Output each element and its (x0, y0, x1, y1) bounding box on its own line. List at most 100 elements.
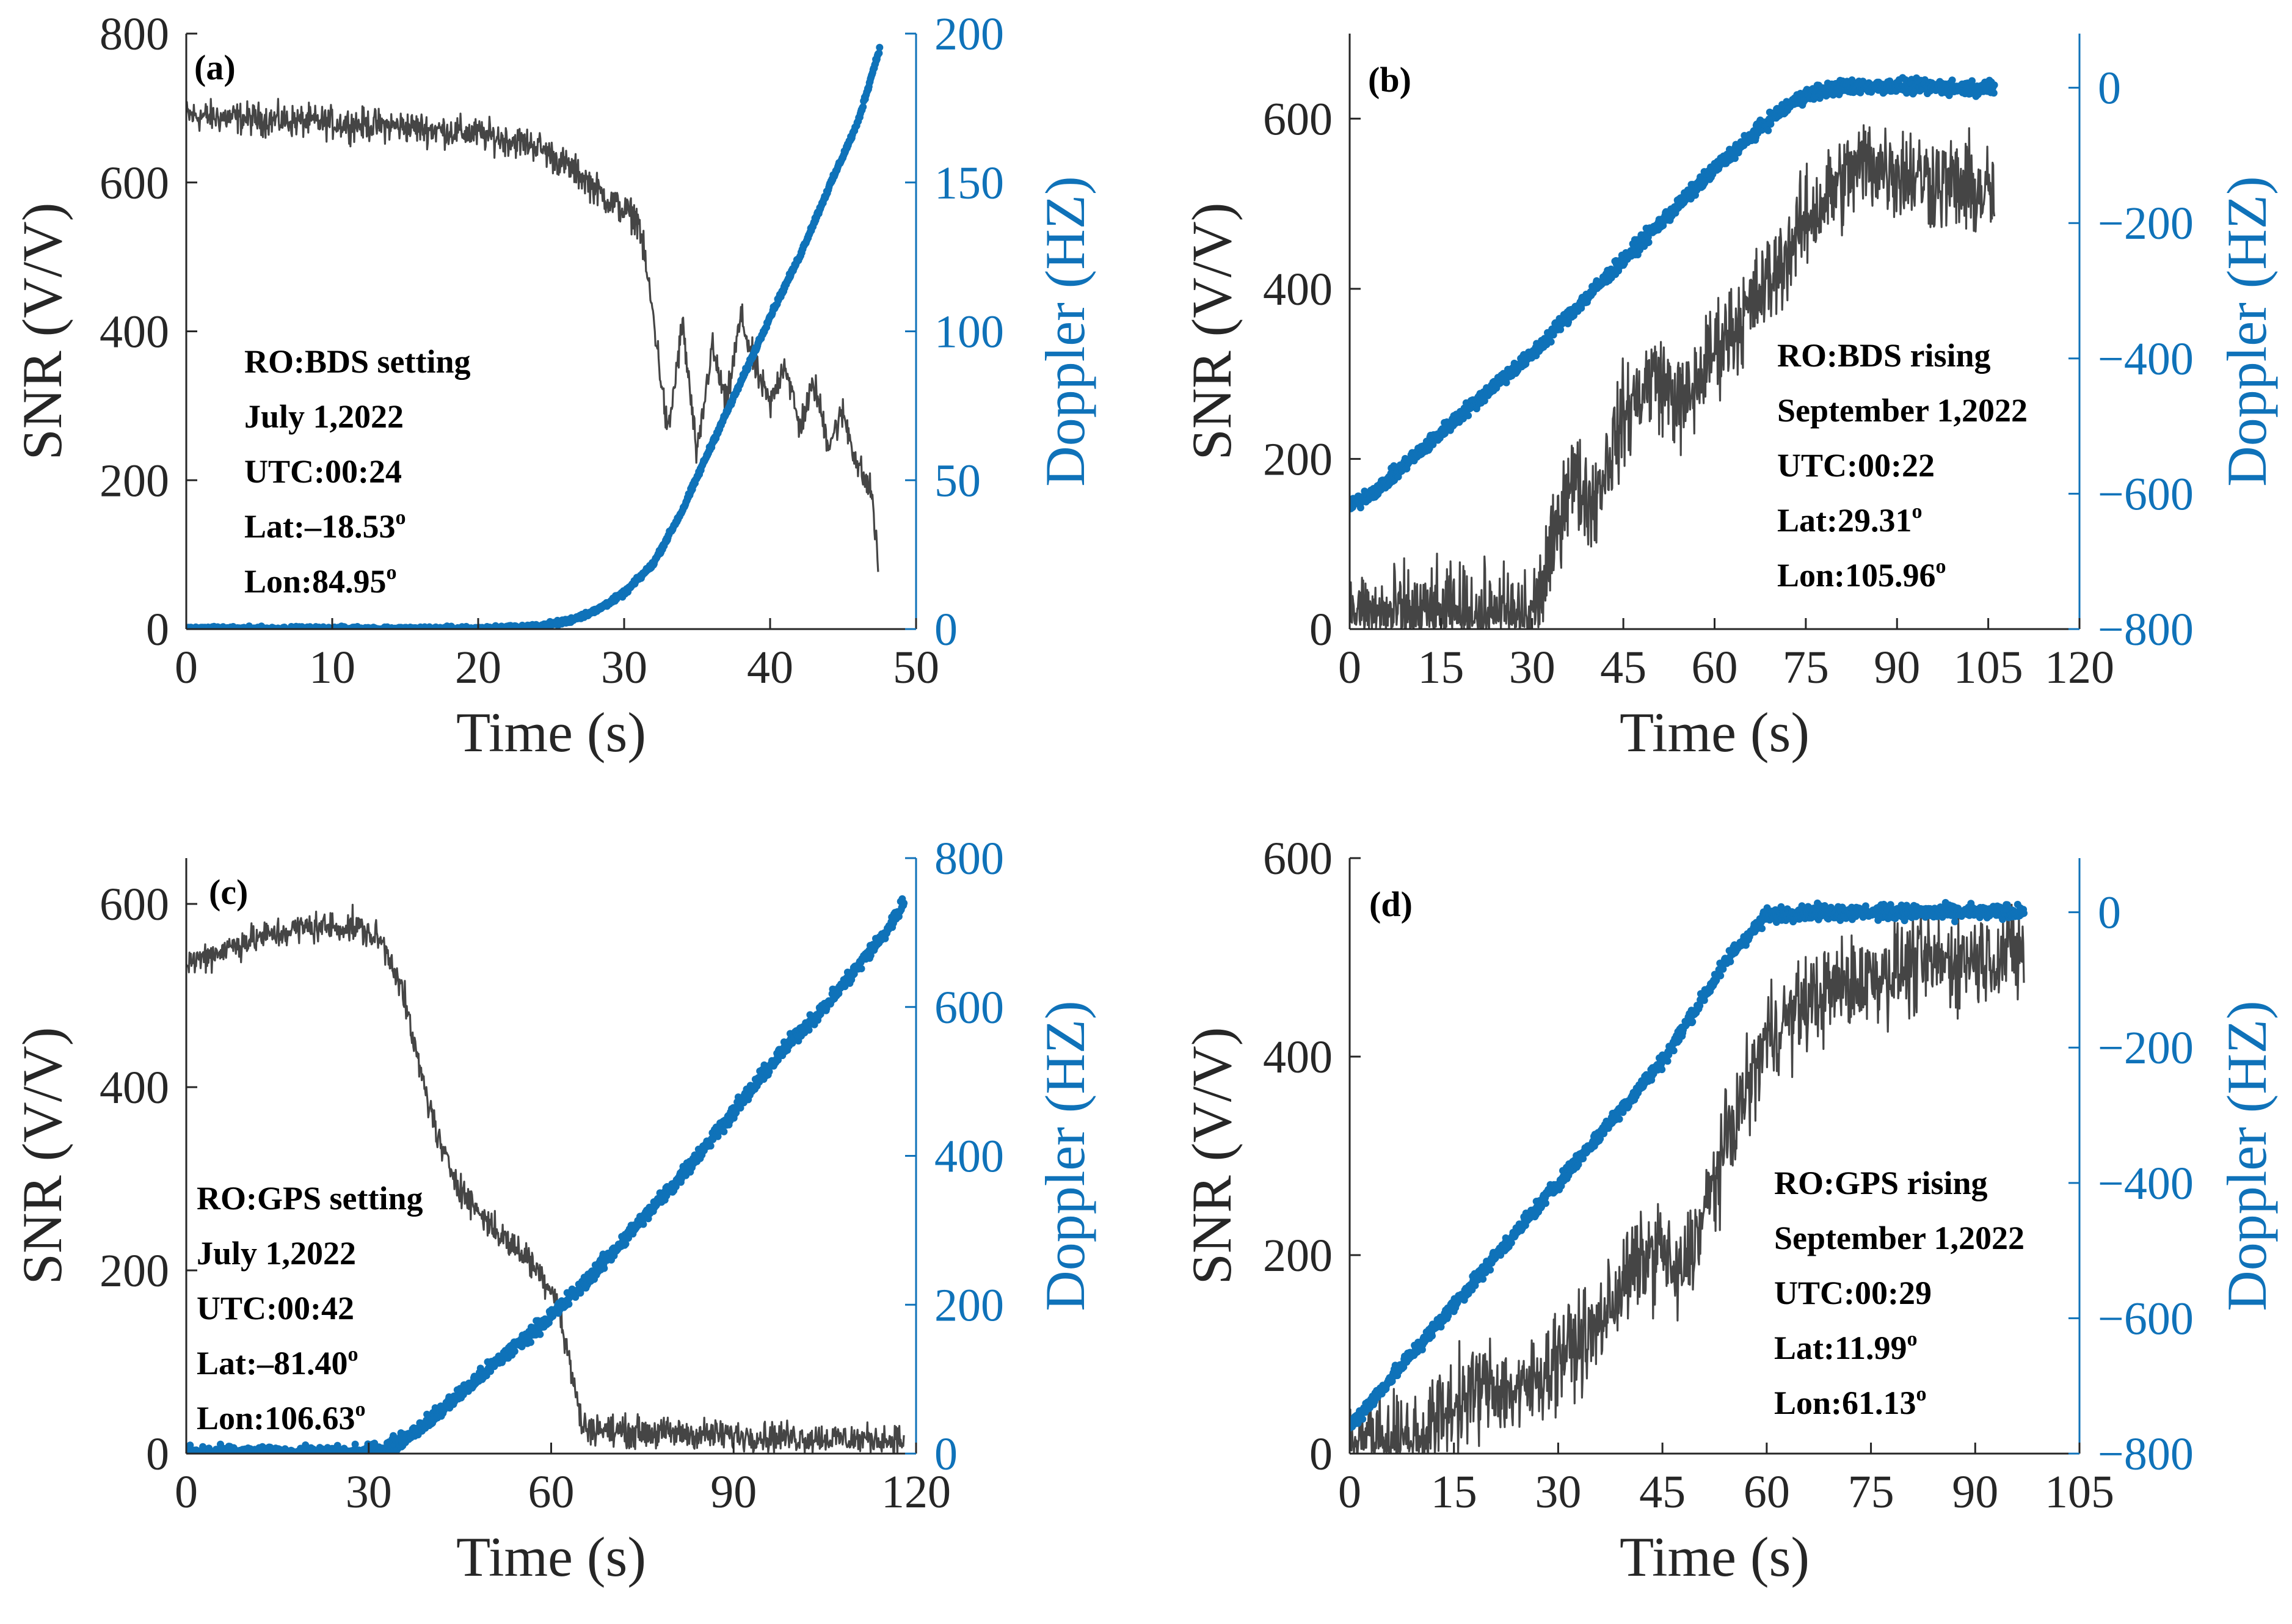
doppler-dots (186, 43, 884, 629)
x-tick-label: 15 (1417, 642, 1464, 693)
x-tick-label: 10 (309, 642, 355, 693)
doppler-point (527, 1338, 534, 1346)
doppler-point (278, 1457, 285, 1464)
doppler-point (1507, 1239, 1515, 1247)
doppler-point (330, 1454, 338, 1462)
x-tick-label: 105 (1954, 642, 2023, 693)
annotation-text: Lat:–81.40 (197, 1345, 347, 1382)
panel-label: (a) (194, 48, 236, 87)
doppler-point (1764, 126, 1772, 134)
y-tick-label: 800 (100, 9, 169, 60)
doppler-point (192, 1454, 199, 1461)
annotation-superscript: o (1936, 555, 1946, 578)
y-axis-title: SNR (V/V) (1181, 203, 1243, 461)
doppler-point (639, 1220, 647, 1228)
doppler-point (255, 1454, 262, 1461)
doppler-point (253, 1456, 261, 1463)
x-tick-label: 40 (747, 642, 793, 693)
x-tick-label: 0 (175, 1466, 198, 1518)
x-tick-label: 30 (1509, 642, 1555, 693)
doppler-point (1670, 1047, 1678, 1055)
annotation-text: RO:BDS rising (1777, 337, 1991, 374)
doppler-point (805, 1026, 813, 1034)
doppler-point (253, 1455, 260, 1463)
doppler-point (565, 1300, 573, 1308)
y2-axis-title: Doppler (HZ) (2216, 176, 2278, 486)
doppler-point (600, 1264, 608, 1272)
annotation-line: Lon:106.63o (197, 1398, 366, 1436)
doppler-point (1645, 238, 1653, 246)
y-tick-label: 400 (100, 1062, 169, 1113)
annotation-text: Lat:–18.53 (244, 508, 395, 545)
y2-tick-label: −800 (2098, 604, 2194, 655)
y-tick-label: 0 (146, 1429, 169, 1480)
doppler-point (295, 1455, 302, 1462)
doppler-point (1910, 88, 1918, 96)
y-tick-label: 200 (1263, 434, 1333, 485)
x-axis-title: Time (s) (456, 1526, 646, 1588)
y-tick-label: 600 (1263, 93, 1333, 145)
y2-tick-label: −600 (2098, 468, 2194, 520)
doppler-point (239, 1457, 247, 1465)
doppler-point (1726, 958, 1734, 966)
doppler-point (622, 1240, 630, 1248)
doppler-point (276, 1455, 283, 1463)
snr-line (1350, 124, 1996, 629)
doppler-point (1480, 397, 1488, 405)
annotation-line: Lat:–18.53o (244, 506, 406, 545)
doppler-point (1717, 972, 1725, 980)
y2-tick-label: −200 (2098, 198, 2194, 249)
doppler-point (313, 1453, 315, 1454)
x-tick-label: 45 (1600, 642, 1646, 693)
doppler-point (318, 1454, 325, 1462)
doppler-point (338, 1455, 346, 1462)
annotation-text: Lon:84.95 (244, 563, 387, 600)
doppler-point (271, 1457, 278, 1464)
doppler-point (304, 1455, 311, 1462)
annotation-text: RO:GPS setting (197, 1180, 423, 1217)
doppler-point (201, 1453, 203, 1454)
doppler-point (672, 1182, 680, 1190)
doppler-point (242, 1454, 250, 1462)
doppler-point (1429, 440, 1437, 448)
doppler-point (351, 1440, 359, 1448)
doppler-point (374, 1455, 381, 1462)
y2-tick-label: −400 (2098, 333, 2194, 385)
doppler-point (189, 1454, 196, 1462)
doppler-point (707, 1142, 715, 1150)
panel-b: 0 15 30 45 60 75 90 105 1200200400600−800−600−40… (1181, 34, 2278, 763)
y2-tick-label: 600 (934, 982, 1004, 1033)
doppler-point (1356, 504, 1364, 512)
doppler-point (1464, 412, 1472, 420)
doppler-point (511, 1347, 518, 1355)
doppler-point (292, 1458, 299, 1465)
annotation-line: UTC:00:24 (244, 453, 402, 490)
y2-tick-label: 800 (934, 833, 1004, 884)
doppler-point (356, 1457, 363, 1465)
y2-tick-label: 0 (934, 1429, 958, 1480)
doppler-point (1777, 903, 1785, 911)
y2-tick-label: 150 (934, 158, 1004, 209)
doppler-point (1486, 1266, 1494, 1274)
annotation-superscript: o (1912, 500, 1922, 523)
doppler-point (1758, 925, 1766, 933)
doppler-point (1665, 1051, 1673, 1059)
doppler-point (1557, 326, 1565, 333)
doppler-point (261, 1454, 269, 1462)
doppler-point (1596, 1135, 1604, 1143)
y2-axis-title: Doppler (HZ) (1034, 176, 1096, 486)
snr-line (186, 903, 905, 1454)
annotation-text: UTC:00:22 (1777, 447, 1935, 484)
annotation-superscript: o (347, 1343, 358, 1366)
annotation-line: July 1,2022 (244, 398, 404, 435)
annotation-line: Lon:84.95o (244, 561, 397, 600)
x-tick-label: 30 (346, 1466, 392, 1518)
y2-tick-label: 400 (934, 1131, 1004, 1182)
doppler-point (1359, 1415, 1367, 1423)
annotation-superscript: o (387, 561, 397, 584)
doppler-point (857, 965, 865, 972)
y2-axis-title: Doppler (HZ) (1034, 1000, 1096, 1311)
